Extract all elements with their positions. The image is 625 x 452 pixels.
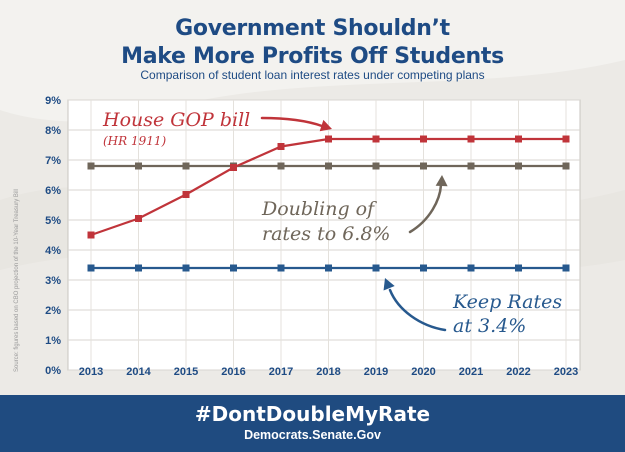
keep_rates-point — [182, 264, 190, 272]
y-tick-label: 4% — [45, 245, 61, 257]
x-tick-label: 2021 — [459, 366, 483, 378]
x-tick-label: 2015 — [174, 366, 198, 378]
doubling-point — [182, 162, 190, 170]
house_gop-point — [325, 135, 332, 143]
house_gop-point — [420, 135, 427, 143]
x-tick-label: 2016 — [221, 366, 245, 378]
keep_rates-point — [562, 264, 570, 272]
keep_rates-point — [372, 264, 380, 272]
line-chart: 0%1%2%3%4%5%6%7%8%9% 2013 2014 2015 2016 201… — [45, 95, 581, 378]
y-tick-label: 2% — [45, 305, 61, 317]
keep-rates-arrow — [388, 288, 447, 332]
x-tick-label: 2023 — [554, 366, 578, 378]
footer-bar — [0, 395, 625, 452]
house_gop-point — [515, 135, 522, 143]
doubling-label-line1: Doubling of — [261, 198, 377, 220]
doubling-point — [372, 162, 380, 170]
keep-rates-label-line1: Keep Rates — [452, 291, 562, 313]
keep_rates-point — [87, 264, 95, 272]
house_gop-point — [372, 135, 380, 143]
x-tick-label: 2014 — [126, 366, 151, 378]
house_gop-point — [277, 143, 285, 150]
doubling-point — [515, 162, 522, 170]
doubling-point — [467, 162, 475, 170]
house-gop-label: House GOP bill — [102, 109, 250, 131]
doubling-arrow-head — [435, 175, 448, 187]
doubling-arrow — [408, 183, 443, 234]
keep_rates-point — [230, 264, 237, 272]
house-gop-sublabel: (HR 1911) — [103, 134, 167, 148]
doubling-point — [87, 162, 95, 170]
y-tick-label: 5% — [45, 215, 61, 227]
source-note: Source: figures based on CBO projection … — [14, 189, 20, 372]
y-tick-label: 3% — [45, 275, 61, 287]
footer-site-link[interactable]: Democrats.Senate.Gov — [244, 428, 381, 442]
house-gop-arrow — [260, 116, 324, 128]
house_gop-point — [230, 164, 237, 171]
doubling-point — [325, 162, 332, 170]
x-tick-label: 2017 — [269, 366, 293, 378]
keep-rates-arrow-head — [383, 278, 395, 291]
y-tick-label: 0% — [45, 365, 61, 377]
plot-area — [67, 99, 581, 371]
doubling-point — [135, 162, 142, 170]
x-tick-label: 2022 — [506, 366, 530, 378]
y-tick-label: 8% — [45, 125, 61, 137]
y-tick-label: 9% — [45, 95, 61, 107]
doubling-point — [420, 162, 427, 170]
y-tick-label: 6% — [45, 185, 61, 197]
y-tick-label: 7% — [45, 155, 61, 167]
series-lines — [87, 135, 570, 272]
doubling-point — [277, 162, 285, 170]
y-axis-ticks: 0% 1% 2% 3% 4% 5% 6% 7% 8% 9% — [45, 95, 61, 377]
x-tick-label: 2019 — [364, 366, 388, 378]
plot-background — [67, 99, 581, 371]
house_gop-point — [562, 135, 570, 143]
keep-rates-label-line2: at 3.4% — [453, 315, 526, 337]
chart-title-line-2: Make More Profits Off Students — [121, 44, 504, 69]
keep_rates-point — [467, 264, 475, 272]
y-tick-label: 1% — [45, 335, 61, 347]
house_gop-point — [87, 231, 95, 239]
keep_rates-point — [277, 264, 285, 272]
doubling-point — [562, 162, 570, 170]
house-gop-arrow-head — [319, 119, 332, 132]
keep_rates-point — [325, 264, 332, 272]
footer-hashtag[interactable]: #DontDoubleMyRate — [194, 402, 431, 426]
keep_rates-point — [135, 264, 142, 272]
x-tick-label: 2013 — [79, 366, 103, 378]
keep_rates-point — [420, 264, 427, 272]
house_gop-point — [467, 135, 475, 143]
chart-subtitle: Comparison of student loan interest rate… — [140, 68, 485, 82]
house_gop-point — [135, 215, 142, 222]
x-axis-ticks: 2013 2014 2015 2016 2017 2018 2019 2020 2021 2022… — [79, 366, 578, 378]
x-tick-label: 2018 — [316, 366, 340, 378]
house_gop-point — [182, 191, 190, 198]
chart-title-line-1: Government Shouldn’t — [175, 16, 450, 41]
annotations: House GOP bill (HR 1911) Doubling of rates … — [102, 109, 562, 337]
keep_rates-point — [515, 264, 522, 272]
doubling-label-line2: rates to 6.8% — [262, 223, 390, 245]
x-tick-label: 2020 — [411, 366, 435, 378]
